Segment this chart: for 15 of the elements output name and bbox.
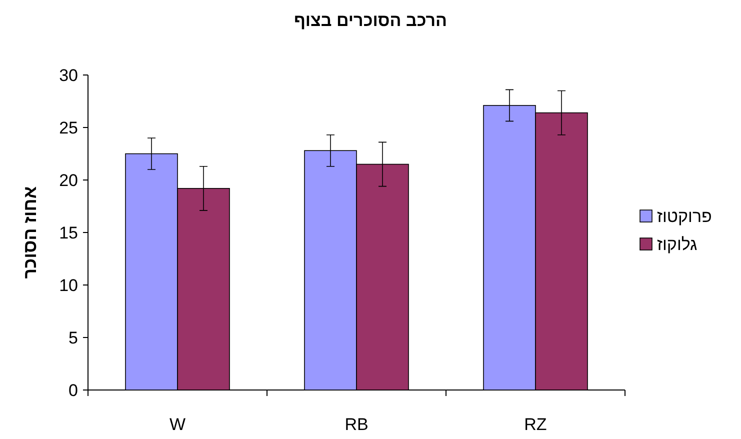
legend-label: פרוקטוז	[657, 207, 712, 226]
title: הרכב הסוכרים בצוף	[294, 11, 448, 30]
legend: פרוקטוז גלוקוז	[640, 207, 712, 254]
y-tick-label: 0	[68, 381, 78, 400]
y-tick-label: 30	[59, 66, 78, 85]
ylabel: אחוז הסוכר	[20, 186, 40, 279]
y-tick-label: 20	[59, 171, 78, 190]
y-tick-label: 5	[68, 328, 78, 348]
legend-label: גלוקוז	[657, 235, 698, 254]
x-tick-label: W	[169, 415, 186, 434]
y-tick-label: 15	[59, 224, 78, 242]
y-tick-label: 25	[59, 118, 78, 138]
x-tick-label: RB	[344, 415, 368, 434]
x-tick-label: RZ	[524, 415, 547, 434]
y-tick-label: 10	[59, 276, 78, 295]
